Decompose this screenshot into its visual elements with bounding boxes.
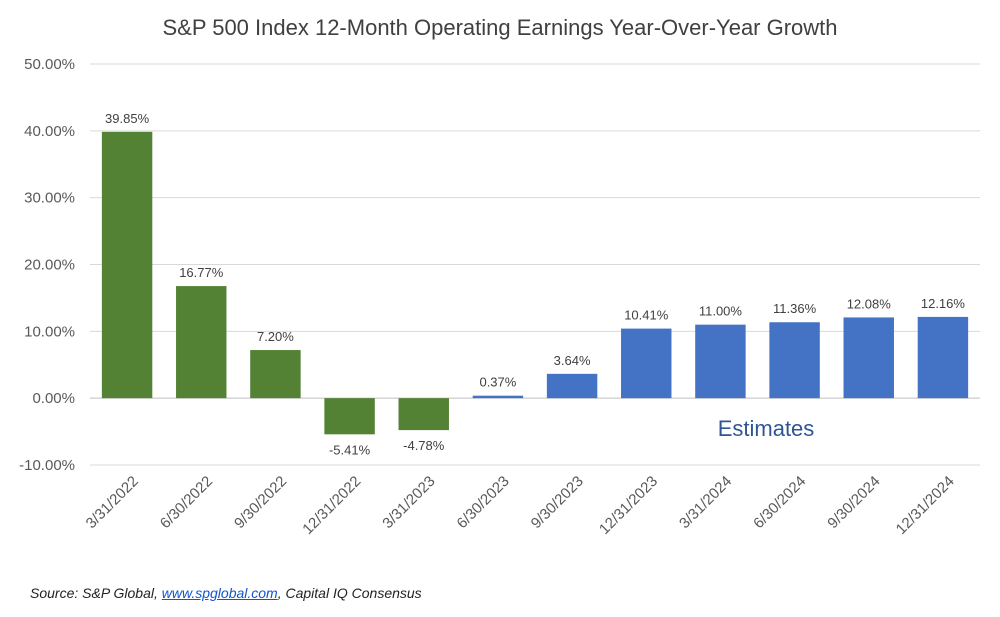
bar (695, 324, 746, 399)
source-prefix: Source: S&P Global, (30, 585, 162, 601)
x-tick-label: 6/30/2023 (454, 473, 513, 532)
bar (176, 286, 227, 399)
bar (769, 322, 820, 399)
data-label: 11.36% (773, 301, 817, 316)
data-label: 3.64% (554, 353, 591, 368)
x-tick-label: 9/30/2024 (824, 473, 883, 532)
data-labels: 39.85% 16.77% 7.20% -5.41% -4.78% 0.37% 3.64% 1… (105, 111, 965, 457)
x-axis: 3/31/2022 6/30/2022 9/30/2022 12/31/2022 3/3… (83, 473, 958, 538)
y-tick-label: 50.00% (24, 56, 75, 73)
x-tick-label: 12/31/2023 (596, 473, 661, 538)
source-note: Source: S&P Global, www.spglobal.com, Ca… (30, 585, 422, 601)
x-tick-label: 6/30/2024 (750, 473, 809, 532)
y-tick-label: 20.00% (24, 257, 75, 274)
bar (324, 398, 375, 435)
bar (472, 395, 524, 399)
source-link[interactable]: www.spglobal.com (161, 585, 278, 601)
x-tick-label: 3/31/2022 (83, 473, 142, 532)
y-axis: -10.00% 0.00% 10.00% 20.00% 30.00% 40.00% 50.0… (19, 56, 75, 474)
data-label: 12.08% (847, 296, 892, 311)
bar (398, 398, 449, 431)
y-tick-label: 0.00% (32, 390, 75, 407)
data-label: 11.00% (699, 304, 743, 319)
bar (101, 131, 153, 399)
data-label: 7.20% (257, 329, 294, 344)
source-suffix: , Capital IQ Consensus (277, 585, 422, 601)
x-tick-label: 12/31/2022 (299, 473, 364, 538)
data-label: -5.41% (329, 442, 371, 457)
earnings-growth-chart: S&P 500 Index 12-Month Operating Earning… (19, 15, 980, 538)
data-label: 12.16% (921, 296, 966, 311)
x-tick-label: 3/31/2024 (676, 473, 735, 532)
gridlines (90, 63, 980, 466)
bar (250, 350, 301, 399)
bar (621, 328, 672, 399)
x-tick-label: 12/31/2024 (893, 473, 958, 538)
y-tick-label: -10.00% (19, 457, 75, 474)
estimates-annotation: Estimates (718, 416, 815, 441)
x-tick-label: 6/30/2022 (157, 473, 216, 532)
bar (917, 316, 969, 399)
data-label: 16.77% (179, 265, 224, 280)
y-tick-label: 40.00% (24, 123, 75, 140)
y-tick-label: 10.00% (24, 323, 75, 340)
data-label: 10.41% (624, 308, 669, 323)
data-label: -4.78% (403, 438, 445, 453)
x-tick-label: 3/31/2023 (379, 473, 438, 532)
x-tick-label: 9/30/2022 (231, 473, 290, 532)
data-label: 39.85% (105, 111, 150, 126)
bars (101, 131, 969, 435)
data-label: 0.37% (479, 375, 516, 390)
chart-title: S&P 500 Index 12-Month Operating Earning… (162, 15, 837, 40)
y-tick-label: 30.00% (24, 190, 75, 207)
x-tick-label: 9/30/2023 (528, 473, 587, 532)
bar (843, 317, 894, 399)
bar (546, 373, 598, 399)
